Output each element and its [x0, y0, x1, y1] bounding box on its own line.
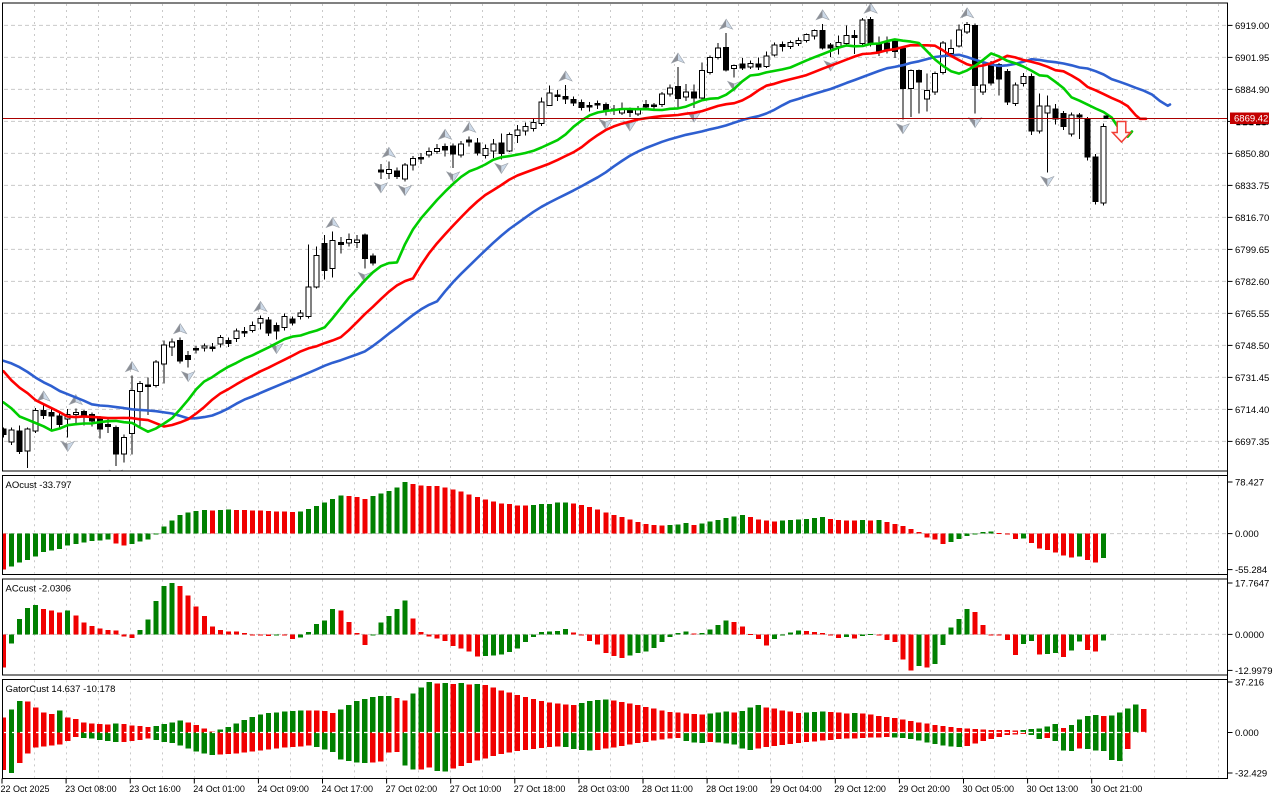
svg-text:23 Oct 08:00: 23 Oct 08:00 — [65, 784, 117, 794]
svg-text:6782.60: 6782.60 — [1235, 277, 1269, 288]
svg-text:22 Oct 2025: 22 Oct 2025 — [1, 784, 50, 794]
svg-text:29 Oct 12:00: 29 Oct 12:00 — [834, 784, 886, 794]
svg-text:6919.00: 6919.00 — [1235, 21, 1269, 32]
svg-text:17.7647: 17.7647 — [1235, 579, 1269, 590]
svg-text:78.427: 78.427 — [1235, 478, 1264, 489]
svg-text:24 Oct 17:00: 24 Oct 17:00 — [322, 784, 374, 794]
svg-text:-12.9979: -12.9979 — [1235, 666, 1273, 677]
svg-text:30 Oct 21:00: 30 Oct 21:00 — [1091, 784, 1143, 794]
svg-text:AOcust -33.797: AOcust -33.797 — [6, 480, 72, 491]
svg-text:6833.75: 6833.75 — [1235, 181, 1269, 192]
svg-text:30 Oct 13:00: 30 Oct 13:00 — [1027, 784, 1079, 794]
svg-text:6765.55: 6765.55 — [1235, 309, 1269, 320]
svg-text:29 Oct 04:00: 29 Oct 04:00 — [770, 784, 822, 794]
svg-text:ACcust -2.0306: ACcust -2.0306 — [6, 584, 71, 595]
svg-text:30 Oct 05:00: 30 Oct 05:00 — [963, 784, 1015, 794]
svg-text:6869.42: 6869.42 — [1234, 114, 1268, 125]
svg-text:28 Oct 11:00: 28 Oct 11:00 — [642, 784, 693, 794]
svg-text:GatorCust 14.637 -10.178: GatorCust 14.637 -10.178 — [6, 684, 116, 695]
svg-text:6850.80: 6850.80 — [1235, 149, 1269, 160]
svg-text:23 Oct 16:00: 23 Oct 16:00 — [129, 784, 181, 794]
svg-text:0.0000: 0.0000 — [1235, 630, 1264, 641]
svg-text:28 Oct 19:00: 28 Oct 19:00 — [706, 784, 758, 794]
svg-text:27 Oct 02:00: 27 Oct 02:00 — [386, 784, 438, 794]
svg-text:6799.65: 6799.65 — [1235, 245, 1269, 256]
svg-text:-55.284: -55.284 — [1235, 565, 1267, 576]
svg-text:6697.35: 6697.35 — [1235, 437, 1269, 448]
svg-text:-32.429: -32.429 — [1235, 769, 1267, 780]
svg-text:24 Oct 01:00: 24 Oct 01:00 — [193, 784, 245, 794]
svg-text:24 Oct 09:00: 24 Oct 09:00 — [257, 784, 309, 794]
svg-text:6901.95: 6901.95 — [1235, 53, 1269, 64]
svg-text:37.216: 37.216 — [1235, 678, 1264, 689]
svg-text:6884.90: 6884.90 — [1235, 85, 1269, 96]
svg-text:6748.50: 6748.50 — [1235, 341, 1269, 352]
svg-text:6731.45: 6731.45 — [1235, 373, 1269, 384]
svg-text:27 Oct 18:00: 27 Oct 18:00 — [514, 784, 566, 794]
svg-text:28 Oct 03:00: 28 Oct 03:00 — [578, 784, 630, 794]
svg-text:6816.70: 6816.70 — [1235, 213, 1269, 224]
svg-text:6714.40: 6714.40 — [1235, 405, 1269, 416]
svg-text:0.000: 0.000 — [1235, 728, 1259, 739]
svg-text:29 Oct 20:00: 29 Oct 20:00 — [898, 784, 950, 794]
svg-text:0.000: 0.000 — [1235, 529, 1259, 540]
svg-text:27 Oct 10:00: 27 Oct 10:00 — [450, 784, 502, 794]
